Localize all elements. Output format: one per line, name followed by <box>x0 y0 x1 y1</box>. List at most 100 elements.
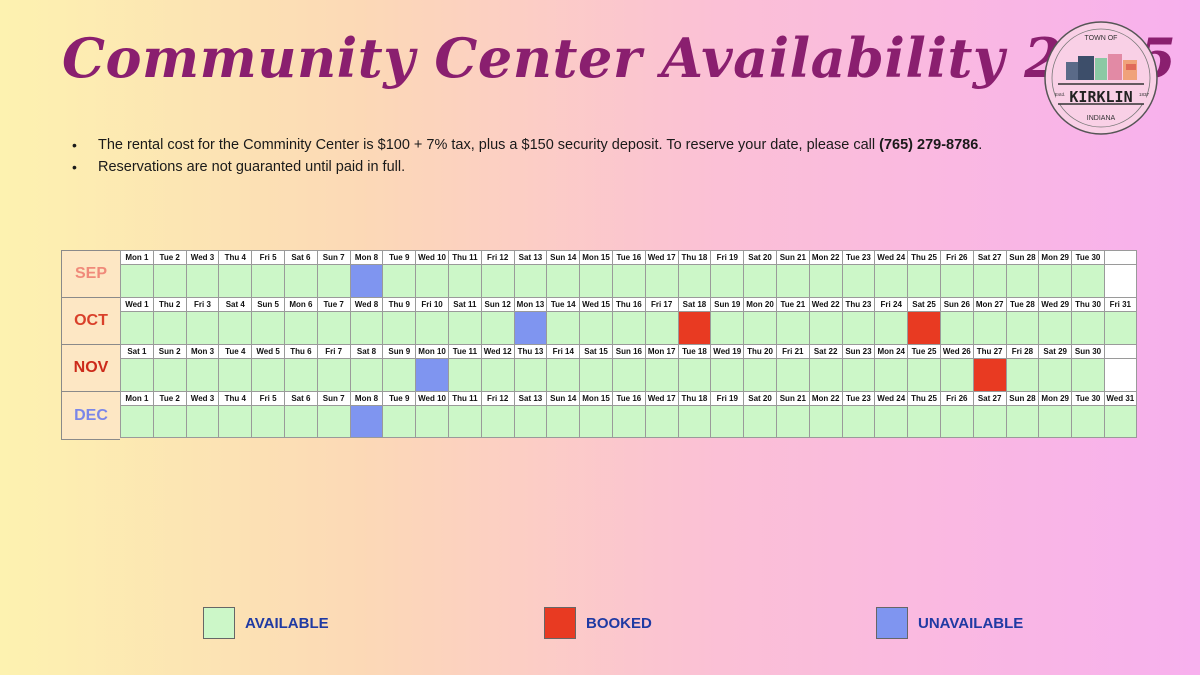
day-cell-available[interactable] <box>907 358 940 391</box>
day-cell-available[interactable] <box>251 358 284 391</box>
day-cell-available[interactable] <box>349 311 383 344</box>
day-cell-available[interactable] <box>152 264 186 297</box>
day-cell-available[interactable] <box>874 311 908 344</box>
day-cell-available[interactable] <box>513 405 547 438</box>
day-cell-available[interactable] <box>1038 264 1072 297</box>
day-cell-available[interactable] <box>743 311 776 344</box>
day-cell-available[interactable] <box>480 264 514 297</box>
day-cell-available[interactable] <box>251 264 284 297</box>
day-cell-available[interactable] <box>579 358 612 391</box>
day-cell-available[interactable] <box>907 264 940 297</box>
day-cell-available[interactable] <box>1071 264 1104 297</box>
day-cell-available[interactable] <box>546 264 580 297</box>
day-cell-available[interactable] <box>120 358 153 391</box>
day-cell-available[interactable] <box>579 311 612 344</box>
day-cell-available[interactable] <box>710 358 744 391</box>
day-cell-available[interactable] <box>283 405 317 438</box>
day-cell-available[interactable] <box>939 358 973 391</box>
day-cell-available[interactable] <box>1071 405 1104 438</box>
day-cell-available[interactable] <box>382 264 416 297</box>
day-cell-available[interactable] <box>415 405 448 438</box>
day-cell-available[interactable] <box>743 358 776 391</box>
day-cell-available[interactable] <box>972 264 1006 297</box>
day-cell-available[interactable] <box>841 264 875 297</box>
day-cell-available[interactable] <box>120 405 153 438</box>
day-cell-available[interactable] <box>874 405 908 438</box>
day-cell-available[interactable] <box>1038 311 1072 344</box>
day-cell-available[interactable] <box>546 405 580 438</box>
day-cell-available[interactable] <box>382 405 416 438</box>
day-cell-available[interactable] <box>415 264 448 297</box>
day-cell-available[interactable] <box>874 264 908 297</box>
day-cell-available[interactable] <box>1103 405 1137 438</box>
day-cell-available[interactable] <box>644 358 678 391</box>
day-cell-available[interactable] <box>447 311 481 344</box>
day-cell-available[interactable] <box>1005 358 1039 391</box>
day-cell-available[interactable] <box>185 311 219 344</box>
day-cell-available[interactable] <box>513 358 547 391</box>
day-cell-available[interactable] <box>152 311 186 344</box>
day-cell-available[interactable] <box>382 311 416 344</box>
day-cell-available[interactable] <box>775 311 809 344</box>
day-cell-unavailable[interactable] <box>513 311 547 344</box>
day-cell-booked[interactable] <box>677 311 711 344</box>
day-cell-available[interactable] <box>546 358 580 391</box>
day-cell-available[interactable] <box>480 405 514 438</box>
day-cell-available[interactable] <box>808 358 842 391</box>
day-cell-available[interactable] <box>480 311 514 344</box>
day-cell-unavailable[interactable] <box>349 405 383 438</box>
day-cell-available[interactable] <box>283 311 317 344</box>
day-cell-available[interactable] <box>218 311 252 344</box>
day-cell-available[interactable] <box>382 358 416 391</box>
day-cell-available[interactable] <box>611 358 645 391</box>
day-cell-available[interactable] <box>447 264 481 297</box>
day-cell-available[interactable] <box>218 264 252 297</box>
day-cell-available[interactable] <box>349 358 383 391</box>
day-cell-available[interactable] <box>251 311 284 344</box>
day-cell-available[interactable] <box>939 264 973 297</box>
day-cell-available[interactable] <box>775 358 809 391</box>
day-cell-available[interactable] <box>808 264 842 297</box>
day-cell-available[interactable] <box>283 264 317 297</box>
day-cell-available[interactable] <box>415 311 448 344</box>
day-cell-available[interactable] <box>447 358 481 391</box>
day-cell-available[interactable] <box>775 405 809 438</box>
day-cell-available[interactable] <box>841 405 875 438</box>
day-cell-available[interactable] <box>611 264 645 297</box>
day-cell-available[interactable] <box>710 264 744 297</box>
day-cell-available[interactable] <box>120 311 153 344</box>
day-cell-available[interactable] <box>1103 311 1137 344</box>
day-cell-available[interactable] <box>775 264 809 297</box>
day-cell-available[interactable] <box>939 405 973 438</box>
day-cell-available[interactable] <box>1005 264 1039 297</box>
day-cell-available[interactable] <box>677 358 711 391</box>
day-cell-available[interactable] <box>316 311 350 344</box>
day-cell-available[interactable] <box>1005 311 1039 344</box>
day-cell-available[interactable] <box>1038 405 1072 438</box>
day-cell-available[interactable] <box>218 358 252 391</box>
day-cell-available[interactable] <box>808 311 842 344</box>
day-cell-available[interactable] <box>316 358 350 391</box>
day-cell-available[interactable] <box>579 264 612 297</box>
day-cell-available[interactable] <box>644 264 678 297</box>
day-cell-available[interactable] <box>513 264 547 297</box>
day-cell-available[interactable] <box>611 311 645 344</box>
day-cell-available[interactable] <box>1038 358 1072 391</box>
day-cell-unavailable[interactable] <box>349 264 383 297</box>
day-cell-available[interactable] <box>644 405 678 438</box>
day-cell-booked[interactable] <box>972 358 1006 391</box>
day-cell-available[interactable] <box>907 405 940 438</box>
day-cell-available[interactable] <box>218 405 252 438</box>
day-cell-available[interactable] <box>185 405 219 438</box>
day-cell-unavailable[interactable] <box>415 358 448 391</box>
day-cell-available[interactable] <box>644 311 678 344</box>
day-cell-available[interactable] <box>841 311 875 344</box>
day-cell-available[interactable] <box>546 311 580 344</box>
day-cell-available[interactable] <box>152 405 186 438</box>
day-cell-available[interactable] <box>1005 405 1039 438</box>
day-cell-available[interactable] <box>1071 311 1104 344</box>
day-cell-available[interactable] <box>677 405 711 438</box>
day-cell-available[interactable] <box>710 311 744 344</box>
day-cell-available[interactable] <box>677 264 711 297</box>
day-cell-available[interactable] <box>841 358 875 391</box>
